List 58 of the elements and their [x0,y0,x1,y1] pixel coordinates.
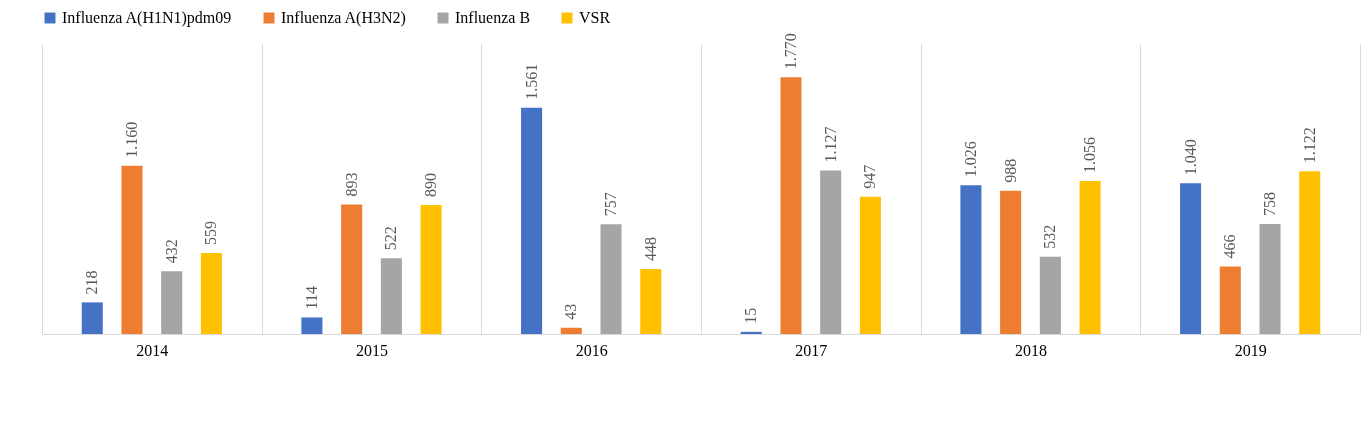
bar [380,258,402,334]
data-label: 1.040 [1181,139,1199,176]
legend-label: VSR [579,9,611,26]
bar [1039,256,1061,334]
bar [640,269,662,334]
data-label: 758 [1261,192,1279,217]
data-label: 559 [202,220,220,245]
bar [301,317,323,334]
bar [341,204,363,334]
data-label: 432 [162,239,180,264]
bar [1219,266,1241,334]
bar [200,252,222,334]
data-label: 218 [83,270,101,295]
data-label: 1.026 [961,141,979,178]
bar [820,170,842,334]
data-label: 1.122 [1300,127,1318,164]
data-label: 893 [342,172,360,197]
data-label: 1.160 [122,121,140,158]
bar [161,271,183,334]
data-label: 1.770 [781,33,799,70]
x-tick-label: 2016 [575,341,608,359]
data-label: 1.127 [821,126,839,163]
bar [1079,180,1101,334]
bar [81,302,103,334]
bar [859,196,881,334]
legend-label: Influenza B [455,9,531,26]
bar [780,77,802,334]
data-label: 988 [1001,158,1019,183]
data-label: 114 [302,286,320,310]
data-label: 43 [562,303,580,320]
data-label: 466 [1221,234,1239,259]
legend-label: Influenza A(H1N1)pdm09 [62,9,232,27]
data-label: 947 [861,164,879,189]
x-tick-label: 2019 [1234,341,1267,359]
x-tick-label: 2017 [795,341,828,359]
x-tick-label: 2014 [136,341,169,359]
x-tick-label: 2015 [356,341,388,359]
data-label: 522 [382,226,400,251]
data-label: 15 [742,307,760,324]
bar [420,204,442,334]
data-label: 890 [422,172,440,197]
bar [1299,171,1321,334]
data-label: 1.056 [1081,136,1099,173]
bar [560,327,582,334]
bar [1180,183,1202,334]
bar [740,331,762,334]
bar [600,224,622,334]
data-label: 448 [641,237,659,262]
data-label: 1.561 [522,63,540,100]
bar [1000,190,1022,334]
x-tick-label: 2018 [1015,341,1047,359]
bar [960,185,982,334]
legend-label: Influenza A(H3N2) [281,9,406,27]
bar [121,165,143,334]
bar [1259,224,1281,334]
bar [521,107,543,334]
data-label: 532 [1041,224,1059,249]
data-label: 757 [602,192,620,217]
